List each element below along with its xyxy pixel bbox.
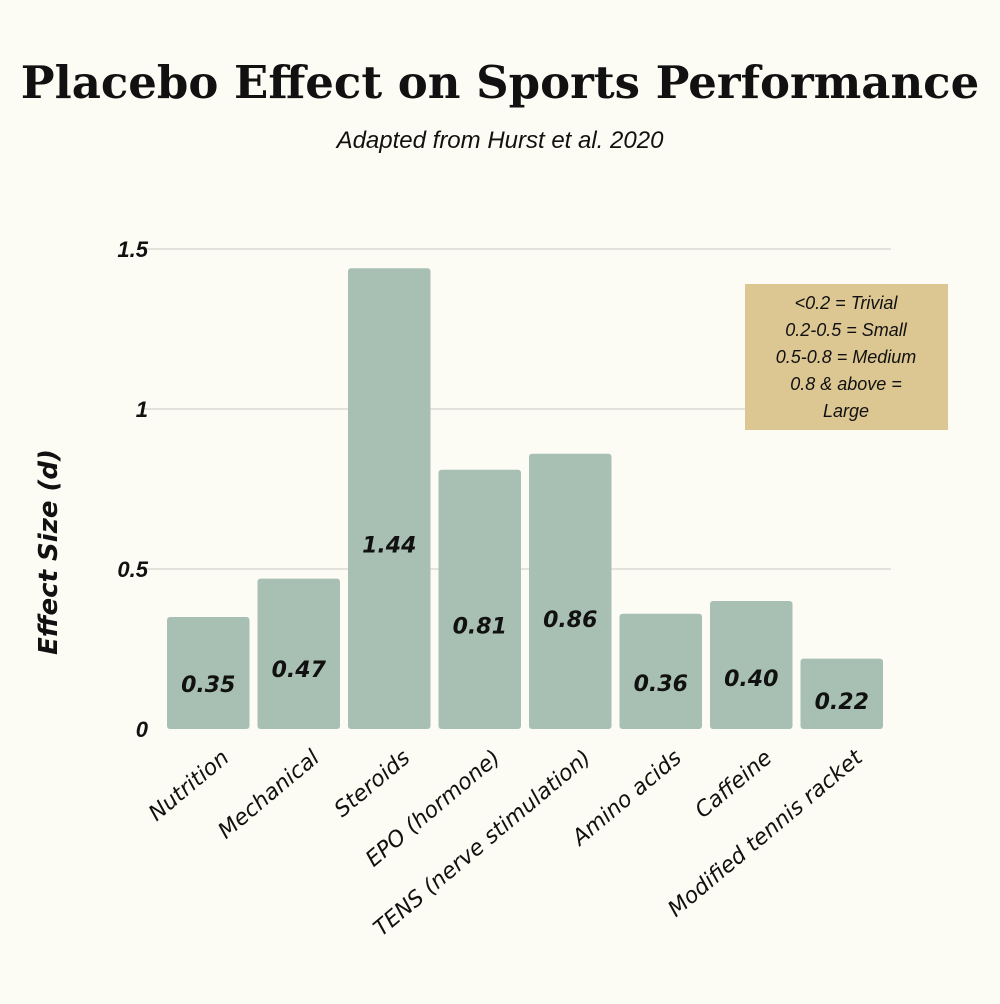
bar [800,658,883,729]
legend-line: <0.2 = Trivial [795,293,899,313]
data-label: 0.86 [543,608,597,633]
legend-line: 0.2-0.5 = Small [785,320,908,340]
data-label: 0.81 [453,614,507,639]
effect-size-legend: <0.2 = Trivial 0.2-0.5 = Small 0.5-0.8 = M… [745,284,948,430]
chart-title: Placebo Effect on Sports Performance [21,56,979,109]
data-label: 0.40 [724,667,778,692]
y-tick-label: 0 [136,717,149,742]
data-labels: 0.35 0.47 1.44 0.81 0.86 0.36 0.40 0.22 [181,534,869,715]
bar [167,617,250,729]
legend-line: Large [823,401,869,421]
x-category-label: Steroids [330,745,415,822]
bar [438,469,521,729]
y-tick-label: 0.5 [117,557,148,582]
data-label: 1.44 [362,534,416,559]
data-label: 0.36 [634,672,688,697]
chart-subtitle: Adapted from Hurst et al. 2020 [335,127,665,154]
legend-box [745,284,948,430]
data-label: 0.47 [272,658,327,683]
bar [257,578,340,729]
legend-line: 0.8 & above = [790,374,902,394]
bars [167,268,883,729]
bar [619,613,702,729]
x-category-label: Nutrition [144,745,234,826]
y-tick-label: 1 [136,397,148,422]
y-tick-labels: 0 0.5 1 1.5 [117,237,148,742]
data-label: 0.22 [815,690,869,715]
bar [710,601,793,729]
data-label: 0.35 [181,673,235,698]
y-axis-label: Effect Size (d) [34,449,64,655]
legend-line: 0.5-0.8 = Medium [776,347,917,367]
bar [348,268,431,729]
x-category-label: Caffeine [691,745,777,823]
bar [529,453,612,729]
y-tick-label: 1.5 [117,237,148,262]
